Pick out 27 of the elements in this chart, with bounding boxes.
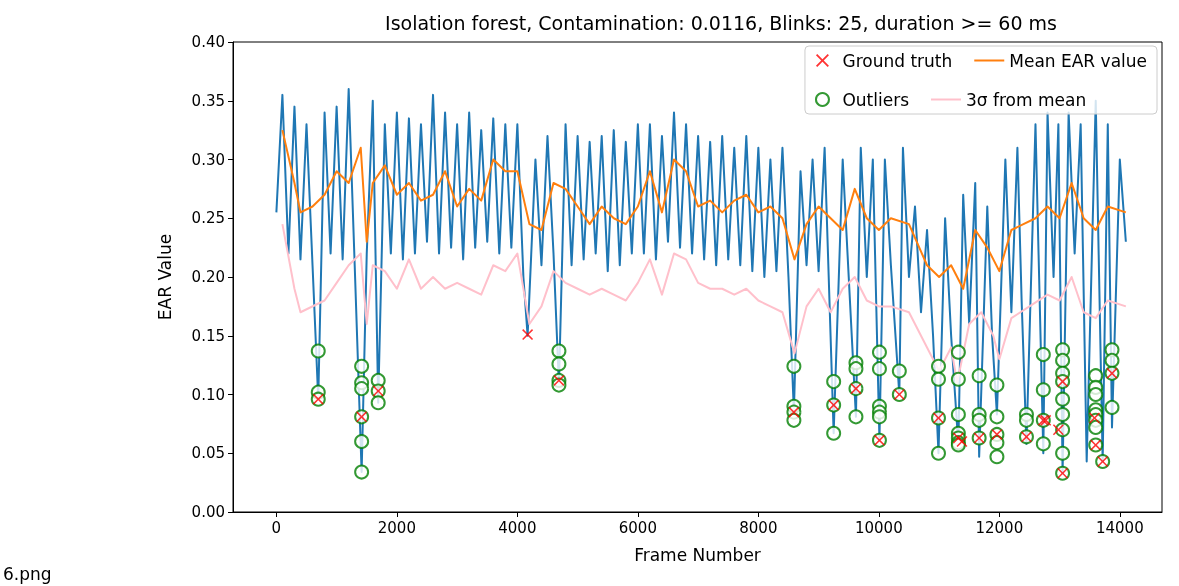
y-tick-label: 0.15 (191, 326, 225, 345)
x-tick-label: 12000 (975, 518, 1024, 537)
y-tick-label: 0.00 (191, 503, 225, 521)
legend-label: Outliers (842, 89, 910, 110)
x-tick-label: 14000 (1095, 518, 1144, 537)
chart-title: Isolation forest, Contamination: 0.0116, Blinks: 25, duration >= 60 ms (385, 11, 1057, 34)
y-tick-label: 0.05 (191, 444, 225, 463)
y-tick-label: 0.35 (191, 91, 225, 110)
y-tick-label: 0.30 (191, 150, 225, 169)
legend-label: 3σ from mean (966, 89, 1087, 110)
y-axis-title: EAR Value (154, 233, 175, 321)
legend-label: Mean EAR value (1009, 50, 1148, 71)
y-tick-label: 0.25 (191, 209, 225, 228)
x-tick-label: 0 (271, 518, 282, 537)
y-tick-label: 0.40 (191, 33, 225, 51)
x-tick-label: 8000 (739, 518, 778, 537)
point (522, 329, 534, 341)
line-series (281, 129, 1127, 290)
x-axis-title: Frame Number (634, 544, 761, 565)
x-tick-label: 6000 (618, 518, 657, 537)
y-tick-label: 0.10 (191, 385, 225, 404)
text: 6.png (3, 563, 52, 584)
x-tick-label: 2000 (377, 518, 416, 537)
legend-label: Ground truth (842, 50, 953, 71)
x-tick-label: 4000 (498, 518, 537, 537)
x-tick-label: 10000 (854, 518, 903, 537)
y-tick-label: 0.20 (191, 268, 225, 286)
